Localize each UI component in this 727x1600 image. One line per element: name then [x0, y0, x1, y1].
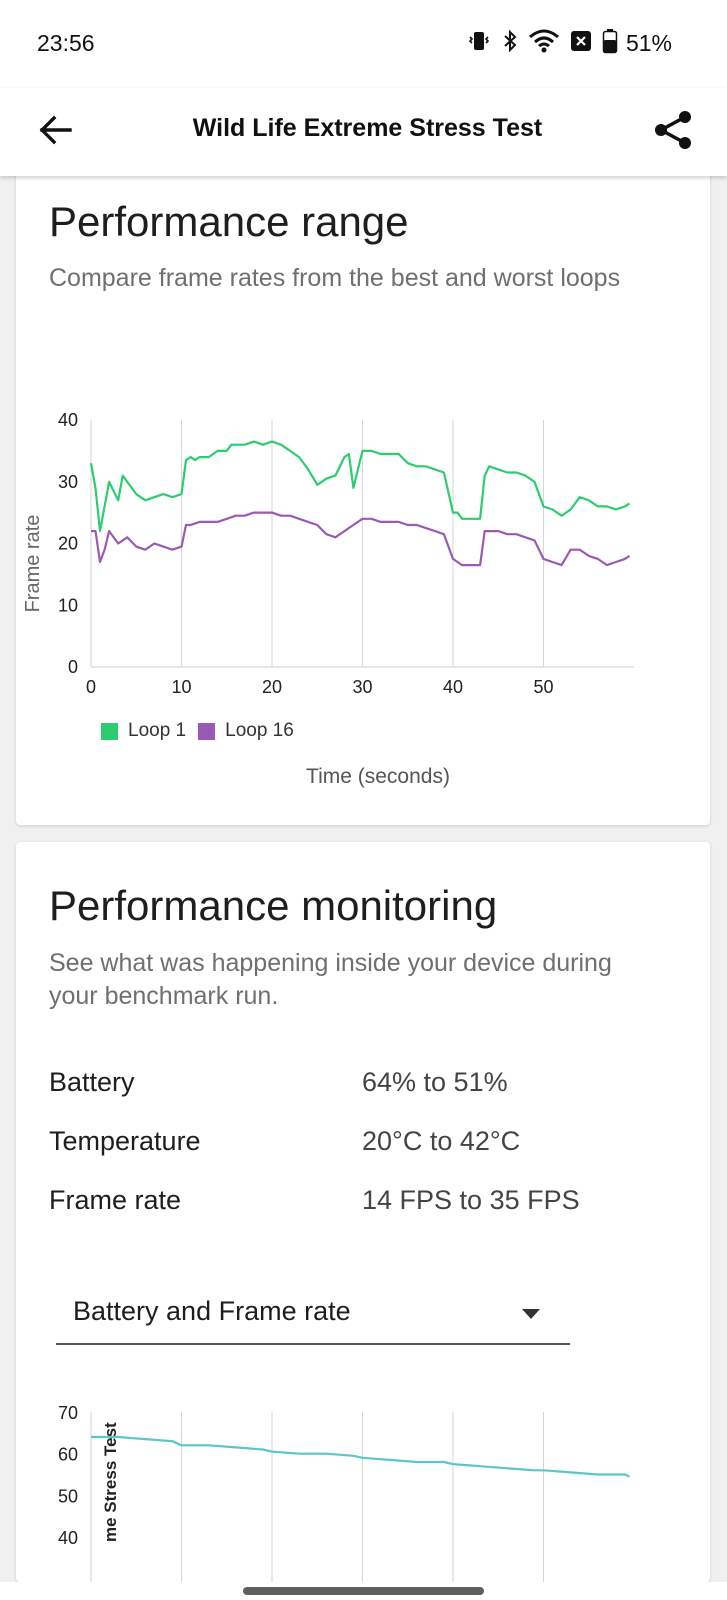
x-tick-label: 40: [443, 677, 463, 697]
performance-range-title: Performance range: [49, 198, 409, 245]
notification-icon: [570, 30, 592, 57]
battery-series-line: [91, 1435, 630, 1478]
legend-swatch-loop-1: [101, 722, 118, 740]
x-tick-label: 10: [171, 677, 191, 697]
home-handle[interactable]: [243, 1587, 484, 1595]
metric-label: Temperature: [49, 1126, 201, 1156]
metric-value: 14 FPS to 35 FPS: [362, 1185, 580, 1215]
series-line-loop-16: [91, 511, 631, 567]
y-axis-title: Frame rate: [22, 515, 44, 613]
app-bar: Wild Life Extreme Stress Test: [0, 88, 727, 176]
y-tick-label: 40: [58, 1528, 78, 1548]
share-icon: [655, 111, 691, 149]
bluetooth-icon: [502, 29, 518, 58]
legend-label-loop-1: Loop 1: [128, 720, 187, 741]
chart-legend: Loop 1 Loop 16: [101, 720, 306, 742]
metric-label: Frame rate: [49, 1185, 182, 1215]
performance-monitoring-card: Performance monitoring See what was happ…: [16, 842, 710, 1582]
metric-value: 64% to 51%: [362, 1067, 508, 1097]
performance-monitoring-title: Performance monitoring: [49, 882, 498, 929]
x-tick-label: 0: [86, 677, 96, 697]
share-button[interactable]: [649, 106, 697, 154]
arrow-left-icon: [39, 115, 72, 145]
wifi-icon: [528, 29, 560, 58]
performance-monitoring-subtitle: See what was happening inside your devic…: [49, 949, 612, 1010]
battery-frame-rate-chart: 70 60 50 40 me Stress Test: [58, 1403, 630, 1582]
y-tick-label: 60: [58, 1445, 78, 1465]
y-tick-label: 0: [68, 657, 78, 677]
performance-range-card: Performance range Compare frame rates fr…: [16, 170, 710, 825]
metric-value: 20°C to 42°C: [362, 1126, 521, 1156]
dropdown-selected-value: Battery and Frame rate: [73, 1296, 351, 1326]
y-axis-title: me Stress Test: [101, 1422, 120, 1542]
metric-label: Battery: [49, 1067, 135, 1097]
status-time: 23:56: [37, 30, 95, 56]
vibrate-icon: [466, 29, 492, 58]
y-tick-label: 30: [58, 472, 78, 492]
navigation-bar: [0, 1582, 727, 1600]
y-tick-label: 70: [58, 1403, 78, 1423]
frame-rate-chart: 0 10 20 30 40 50 0 10 20 30 40 Frame rate: [22, 410, 634, 697]
legend-item-loop-1[interactable]: Loop 1: [101, 720, 186, 742]
legend-item-loop-16[interactable]: Loop 16: [198, 720, 294, 742]
performance-range-subtitle: Compare frame rates from the best and wo…: [49, 264, 621, 292]
x-axis-title: Time (seconds): [306, 765, 450, 788]
y-tick-label: 40: [58, 410, 78, 430]
series-line-loop-1: [89, 440, 631, 533]
x-tick-label: 30: [352, 677, 372, 697]
x-tick-label: 50: [533, 677, 553, 697]
battery-percent: 51%: [625, 29, 672, 56]
legend-label-loop-16: Loop 16: [225, 720, 294, 741]
chevron-down-icon: [522, 1309, 540, 1319]
x-tick-label: 20: [262, 677, 282, 697]
page-title: Wild Life Extreme Stress Test: [192, 114, 543, 142]
chart-type-dropdown[interactable]: Battery and Frame rate: [56, 1287, 570, 1345]
y-tick-label: 10: [58, 595, 78, 615]
legend-swatch-loop-16: [198, 722, 216, 740]
y-tick-label: 20: [58, 534, 78, 554]
status-bar: 23:56: [0, 0, 727, 88]
status-icons: 51%: [466, 28, 672, 58]
back-button[interactable]: [36, 110, 76, 150]
battery-icon: [602, 28, 618, 59]
y-tick-label: 50: [58, 1486, 78, 1506]
